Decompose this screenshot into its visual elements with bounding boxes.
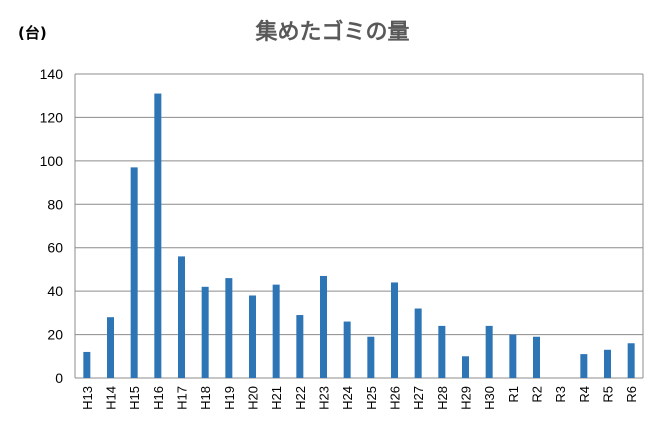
x-tick-label: H17: [175, 386, 190, 410]
x-tick-label: H16: [151, 386, 166, 410]
bar-R6: [627, 343, 635, 378]
x-tick-label: H24: [340, 386, 355, 410]
bar-H16: [154, 93, 162, 379]
bar-H15: [130, 167, 138, 378]
y-tick-label: 40: [47, 283, 63, 299]
bar-H21: [272, 284, 280, 378]
x-tick-label: R4: [577, 386, 592, 403]
y-tick-label: 0: [55, 370, 63, 386]
y-tick-label: 80: [47, 196, 63, 212]
bar-H17: [178, 256, 185, 378]
x-tick-label: H29: [459, 386, 474, 410]
y-tick-label: 120: [40, 109, 64, 125]
x-tick-label: H25: [364, 386, 379, 410]
bar-R4: [580, 354, 588, 378]
bar-H19: [225, 278, 233, 378]
x-tick-label: H30: [482, 386, 497, 410]
bar-H29: [462, 356, 469, 378]
gridlines: [74, 73, 644, 379]
bar-H30: [485, 325, 493, 378]
chart-title: 集めたゴミの量: [255, 20, 410, 45]
x-tick-label: H28: [435, 386, 450, 410]
x-tick-label: H27: [411, 386, 426, 410]
x-tick-labels: H13 H14 H15 H16 H17 H18 H19 H20 H21 H22 H23 H24 H25 H…: [80, 386, 639, 410]
x-tick-label: R5: [601, 386, 616, 403]
x-tick-label: H22: [293, 386, 308, 410]
x-tick-label: H14: [104, 386, 119, 410]
bar-H28: [438, 325, 446, 378]
x-tick-label: R1: [506, 386, 521, 403]
x-tick-label: R6: [624, 386, 639, 403]
bar-H27: [414, 308, 422, 378]
y-tick-labels: 0 20 40 60 80 100 120 140: [40, 66, 64, 386]
x-tick-label: H20: [246, 386, 261, 410]
x-tick-label: H18: [198, 386, 213, 410]
bars: [83, 93, 635, 379]
bar-H18: [201, 286, 209, 378]
x-tick-label: H15: [127, 386, 142, 410]
bar-H24: [343, 321, 351, 378]
x-tick-label: R3: [553, 386, 568, 403]
bar-R2: [533, 336, 540, 378]
bar-R5: [604, 349, 611, 378]
bar-H20: [249, 295, 256, 378]
y-tick-label: 20: [47, 327, 63, 343]
x-tick-label: R2: [530, 386, 545, 403]
bar-H26: [391, 282, 398, 378]
y-tick-label: 140: [40, 66, 64, 82]
x-tick-label: H23: [317, 386, 332, 410]
bar-H22: [296, 315, 304, 378]
x-tick-label: H13: [80, 386, 95, 410]
x-tick-label: H26: [388, 386, 403, 410]
bar-R1: [509, 334, 517, 378]
y-tick-label: 60: [47, 240, 63, 256]
y-axis-unit-label: (台): [18, 24, 47, 42]
bar-H14: [107, 317, 114, 378]
y-tick-label: 100: [40, 153, 64, 169]
x-tick-label: H19: [222, 386, 237, 410]
bar-H13: [83, 351, 91, 378]
bar-H23: [320, 275, 327, 378]
bar-H25: [367, 336, 375, 378]
x-tick-label: H21: [269, 386, 284, 410]
